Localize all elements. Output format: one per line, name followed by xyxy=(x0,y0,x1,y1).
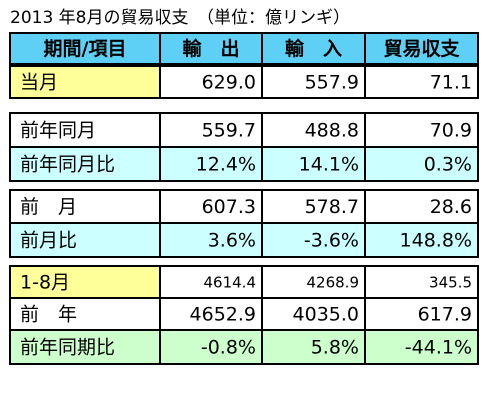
row-value: 3.6% xyxy=(208,230,256,252)
title: 2013 年8月の貿易収支 （単位：億リンギ） xyxy=(10,8,350,28)
row-value: 14.1% xyxy=(299,154,359,176)
table-cell xyxy=(261,297,366,331)
table-cell xyxy=(261,32,366,65)
row-value: 4035.0 xyxy=(293,304,359,326)
row-value: 4614.4 xyxy=(204,274,257,292)
row-value: 559.7 xyxy=(202,120,256,142)
header-text: 期間/項目 xyxy=(44,38,127,60)
table-cell xyxy=(159,146,263,182)
header-text: 貿易収支 xyxy=(383,37,460,60)
table-cell xyxy=(159,32,263,65)
table-cell xyxy=(159,222,263,258)
row-value: 578.7 xyxy=(305,196,359,218)
table-cell xyxy=(9,297,161,331)
table-cell xyxy=(261,222,366,258)
row-value: 617.9 xyxy=(418,304,472,326)
table-cell xyxy=(364,32,479,65)
row-value: 70.9 xyxy=(430,120,472,142)
row-value: -3.6% xyxy=(304,230,359,252)
row-label: 前年同期比 xyxy=(20,337,115,359)
row-label: 前月比 xyxy=(20,230,77,252)
row-value: 607.3 xyxy=(202,196,256,218)
table-cell xyxy=(9,146,161,182)
table-cell xyxy=(364,146,479,182)
row-value: 148.8% xyxy=(400,230,472,252)
table-cell xyxy=(159,65,263,99)
table-cell xyxy=(261,265,366,299)
table-cell xyxy=(364,189,479,224)
row-label: 前 年 xyxy=(20,304,77,326)
row-value: 5.8% xyxy=(311,337,359,359)
table-cell xyxy=(159,329,263,365)
table-cell xyxy=(9,65,161,99)
row-value: -0.8% xyxy=(201,337,256,359)
table-cell xyxy=(364,329,479,365)
table-cell xyxy=(9,32,161,65)
row-label: 1-8月 xyxy=(20,272,70,294)
row-value: 0.3% xyxy=(424,154,472,176)
row-value: 4652.9 xyxy=(190,304,256,326)
row-value: 28.6 xyxy=(430,196,472,218)
row-value: 12.4% xyxy=(196,154,256,176)
row-value: -44.1% xyxy=(405,337,472,359)
row-label: 当月 xyxy=(20,72,58,94)
row-value: 4268.9 xyxy=(307,274,360,292)
table-cell xyxy=(261,189,366,224)
row-label: 前年同月比 xyxy=(20,154,115,176)
table-cell xyxy=(9,189,161,224)
row-value: 345.5 xyxy=(429,274,472,292)
row-value: 629.0 xyxy=(202,72,256,94)
header-text: 輸 出 xyxy=(182,37,239,60)
table-cell xyxy=(159,112,263,148)
row-label: 前年同月 xyxy=(20,120,96,142)
table-cell xyxy=(261,65,366,99)
table-cell xyxy=(364,112,479,148)
header-text: 輸 入 xyxy=(285,37,342,60)
row-label: 前 月 xyxy=(20,196,77,218)
row-value: 557.9 xyxy=(305,72,359,94)
table-cell xyxy=(9,222,161,258)
table-cell xyxy=(261,329,366,365)
table-cell xyxy=(364,222,479,258)
row-value: 71.1 xyxy=(430,72,472,94)
table-cell xyxy=(364,65,479,99)
row-value: 488.8 xyxy=(305,120,359,142)
